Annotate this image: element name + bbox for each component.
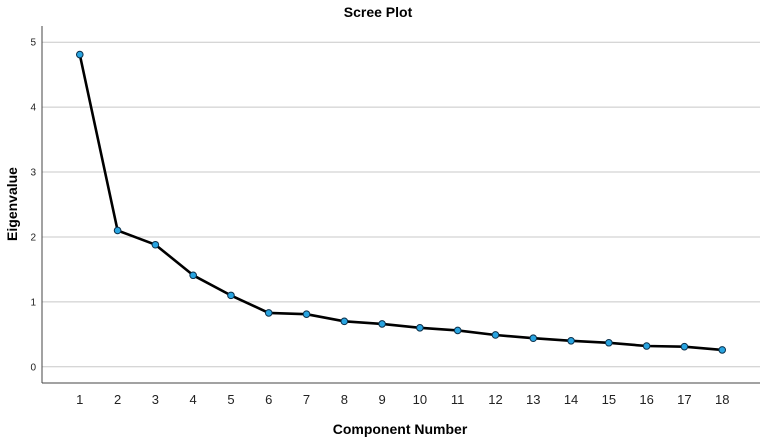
data-point-3: [151, 240, 160, 249]
x-tick-label: 8: [341, 392, 348, 407]
x-tick-label: 14: [564, 392, 578, 407]
x-axis-title: Component Number: [333, 421, 468, 437]
data-point-13: [529, 334, 538, 343]
data-point-14: [567, 337, 575, 345]
x-tick-label: 11: [451, 392, 465, 407]
data-point-2: [113, 226, 122, 235]
x-tick-labels: 1 2 3 4 5 6 7 8 9 10 11 12 13 14 15 16 17 18: [76, 392, 729, 407]
data-point-4: [189, 271, 197, 280]
x-tick-label: 15: [602, 392, 616, 407]
x-tick-label: 6: [265, 392, 272, 407]
chart-title: Scree Plot: [344, 4, 413, 20]
data-point-17: [680, 342, 689, 351]
x-tick-label: 9: [378, 392, 385, 407]
data-point-5: [227, 291, 235, 300]
gridlines: [42, 41, 760, 368]
data-point-18: [718, 346, 727, 354]
data-point-8: [340, 317, 349, 326]
y-tick-label: 4: [30, 103, 36, 114]
data-point-7: [302, 310, 311, 318]
series-line: [78, 54, 723, 352]
data-point-1: [75, 50, 84, 59]
axes: [41, 26, 760, 384]
series: [75, 50, 727, 354]
data-point-6: [264, 309, 273, 317]
x-tick-label: 18: [715, 392, 729, 407]
x-tick-label: 10: [413, 392, 427, 407]
data-point-15: [605, 338, 613, 347]
data-point-9: [378, 320, 386, 328]
y-tick-labels: 0 1 2 3 4 5: [30, 38, 36, 374]
y-tick-label: 5: [30, 38, 36, 49]
y-tick-label: 2: [30, 232, 36, 243]
x-tick-label: 7: [303, 392, 310, 407]
x-tick-label: 16: [639, 392, 653, 407]
x-tick-label: 12: [488, 392, 502, 407]
x-tick-label: 5: [227, 392, 234, 407]
y-tick-label: 3: [30, 168, 36, 179]
x-tick-label: 3: [152, 392, 159, 407]
x-tick-label: 17: [677, 392, 691, 407]
x-tick-label: 13: [526, 392, 540, 407]
data-point-11: [453, 326, 462, 335]
x-tick-label: 2: [114, 392, 121, 407]
y-tick-label: 1: [30, 297, 36, 308]
data-point-16: [642, 342, 651, 350]
data-point-12: [491, 331, 500, 339]
y-tick-label: 0: [30, 362, 36, 373]
x-tick-label: 4: [190, 392, 197, 407]
x-tick-label: 1: [76, 392, 83, 407]
y-axis-title: Eigenvalue: [4, 167, 20, 241]
data-point-10: [416, 324, 424, 332]
